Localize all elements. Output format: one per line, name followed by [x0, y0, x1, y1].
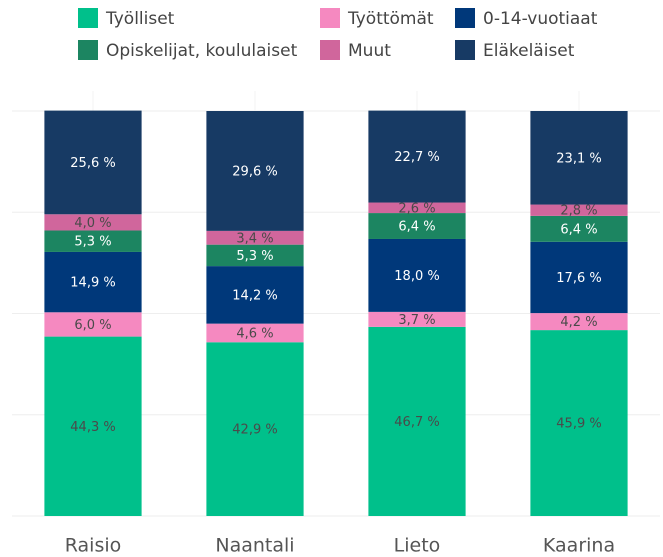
- bar-segment: [368, 202, 466, 214]
- value-label: 22,7 %: [394, 150, 439, 165]
- bar-segment: [368, 213, 466, 239]
- bar-segment: [530, 241, 628, 314]
- legend-label: Muut: [348, 41, 391, 61]
- bar-segment: [206, 342, 304, 516]
- value-label: 4,0 %: [74, 216, 111, 231]
- value-label: 44,3 %: [70, 420, 115, 435]
- bar-segment: [44, 336, 142, 516]
- legend-swatch: [320, 40, 340, 60]
- value-label: 6,0 %: [74, 318, 111, 333]
- bar-segment: [44, 312, 142, 337]
- bar-segment: [44, 214, 142, 231]
- value-label: 25,6 %: [70, 156, 115, 171]
- legend-swatch: [455, 8, 475, 28]
- bar-segment: [206, 323, 304, 343]
- legend-label: 0-14-vuotiaat: [483, 9, 598, 29]
- value-label: 2,8 %: [560, 204, 597, 219]
- value-label: 23,1 %: [556, 151, 601, 166]
- legend-label: Työlliset: [105, 9, 175, 29]
- bar-segment: [530, 111, 628, 205]
- value-label: 46,7 %: [394, 415, 439, 430]
- value-label: 2,6 %: [398, 201, 435, 216]
- value-label: 5,3 %: [236, 249, 273, 264]
- bar-segment: [368, 110, 466, 203]
- legend-swatch: [455, 40, 475, 60]
- value-label: 42,9 %: [232, 423, 277, 438]
- bar-segment: [368, 311, 466, 327]
- value-label: 29,6 %: [232, 164, 277, 179]
- value-label: 6,4 %: [398, 220, 435, 235]
- value-label: 3,4 %: [236, 231, 273, 246]
- bar-segment: [530, 215, 628, 242]
- value-label: 14,9 %: [70, 276, 115, 291]
- bar-segment: [44, 251, 142, 313]
- x-tick-label: Kaarina: [543, 535, 615, 557]
- bar-segment: [530, 204, 628, 216]
- value-label: 6,4 %: [560, 222, 597, 237]
- legend-swatch: [320, 8, 340, 28]
- bar-segment: [44, 230, 142, 252]
- value-label: 14,2 %: [232, 288, 277, 303]
- bar-segment: [530, 330, 628, 516]
- bar-segment: [206, 111, 304, 231]
- legend-label: Opiskelijat, koululaiset: [106, 41, 298, 61]
- value-label: 4,6 %: [236, 326, 273, 341]
- legend-swatch: [78, 40, 98, 60]
- bar-segment: [206, 244, 304, 267]
- bar-segment: [368, 326, 466, 516]
- value-label: 45,9 %: [556, 417, 601, 432]
- bar-segment: [206, 230, 304, 245]
- bar-segment: [530, 313, 628, 331]
- bar-segment: [206, 266, 304, 324]
- value-label: 17,6 %: [556, 271, 601, 286]
- value-label: 4,2 %: [560, 315, 597, 330]
- legend-label: Eläkeläiset: [483, 41, 575, 61]
- value-label: 5,3 %: [74, 235, 111, 250]
- bar-segment: [368, 238, 466, 312]
- bar-segment: [44, 110, 142, 215]
- x-tick-label: Raisio: [65, 535, 122, 557]
- legend-label: Työttömät: [347, 9, 434, 29]
- x-tick-label: Naantali: [215, 535, 294, 557]
- value-label: 3,7 %: [398, 313, 435, 328]
- legend-swatch: [78, 8, 98, 28]
- value-label: 18,0 %: [394, 269, 439, 284]
- x-tick-label: Lieto: [394, 535, 441, 557]
